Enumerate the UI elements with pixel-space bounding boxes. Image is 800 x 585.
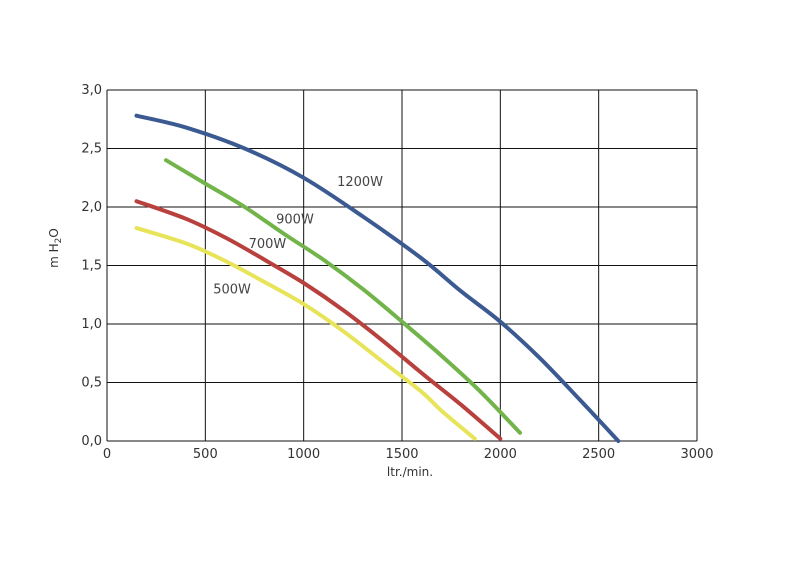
series-label-700w: 700W <box>249 237 287 252</box>
series-line-700w <box>134 199 503 441</box>
x-tick-label: 500 <box>193 447 218 462</box>
y-axis-label-part: m H <box>47 243 61 268</box>
series-line-1200w <box>134 113 621 443</box>
grid-lines <box>106 89 698 442</box>
x-tick-label: 2500 <box>582 447 615 462</box>
x-axis-label: ltr./min. <box>387 465 433 479</box>
series-line-500w <box>134 226 477 441</box>
x-tick-label: 3000 <box>680 447 713 462</box>
y-axis-label: m H2O <box>47 228 64 268</box>
y-tick-label: 2,0 <box>81 200 102 215</box>
series-curves <box>134 113 621 443</box>
series-label-500w: 500W <box>213 283 251 298</box>
x-tick-label: 0 <box>103 447 111 462</box>
y-axis-label-subscript: 2 <box>54 238 64 244</box>
y-tick-label: 1,0 <box>81 317 102 332</box>
x-tick-label: 1000 <box>287 447 320 462</box>
y-tick-label: 2,5 <box>81 142 102 157</box>
x-tick-label: 2000 <box>484 447 517 462</box>
y-axis-label-part: O <box>47 228 61 237</box>
series-label-900w: 900W <box>276 212 314 227</box>
x-tick-label: 1500 <box>385 447 418 462</box>
y-tick-label: 1,5 <box>81 259 102 274</box>
y-tick-label: 3,0 <box>81 83 102 98</box>
y-tick-label: 0,5 <box>81 376 102 391</box>
series-line-900w <box>164 158 522 435</box>
series-labels: 1200W 900W 700W 500W <box>213 175 383 298</box>
y-tick-label: 0,0 <box>81 434 102 449</box>
tick-labels: 0 500 1000 1500 2000 2500 3000 0,0 0,5 1,0 1,5 2,0 2… <box>81 83 713 462</box>
series-label-1200w: 1200W <box>337 175 383 190</box>
